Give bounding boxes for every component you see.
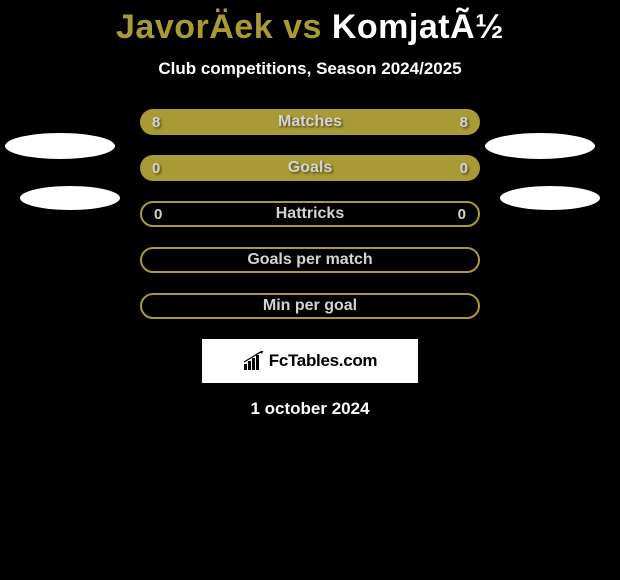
title-vs: vs [273,8,332,46]
title-right-name: KomjatÃ½ [332,8,504,46]
stat-value-left: 0 [152,155,160,181]
stat-value-right: 0 [458,203,466,225]
page-title: JavorÄek vs KomjatÃ½ [0,8,620,47]
title-left-name: JavorÄek [116,8,273,46]
date: 1 october 2024 [0,399,620,419]
brand-box: FcTables.com [202,339,418,383]
brand-text: FcTables.com [269,351,378,371]
stat-label: Goals per match [142,249,478,271]
stat-label: Goals [140,155,480,181]
stat-label: Matches [140,109,480,135]
player-photo-left-1 [5,133,115,159]
player-photo-right-1 [485,133,595,159]
stat-value-left: 8 [152,109,160,135]
stat-value-right: 0 [460,155,468,181]
stat-value-right: 8 [460,109,468,135]
brand-logo: FcTables.com [243,351,378,371]
bar-chart-icon [243,351,265,371]
stat-row: Goals per match [140,247,480,273]
stat-label: Hattricks [142,203,478,225]
player-photo-right-2 [500,186,600,210]
stat-value-left: 0 [154,203,162,225]
stat-row: Min per goal [140,293,480,319]
stat-row: Matches8 8 [140,109,480,135]
stat-row: Hattricks0 0 [140,201,480,227]
stat-label: Min per goal [142,295,478,317]
subtitle: Club competitions, Season 2024/2025 [0,59,620,79]
stat-row: Goals0 0 [140,155,480,181]
player-photo-left-2 [20,186,120,210]
